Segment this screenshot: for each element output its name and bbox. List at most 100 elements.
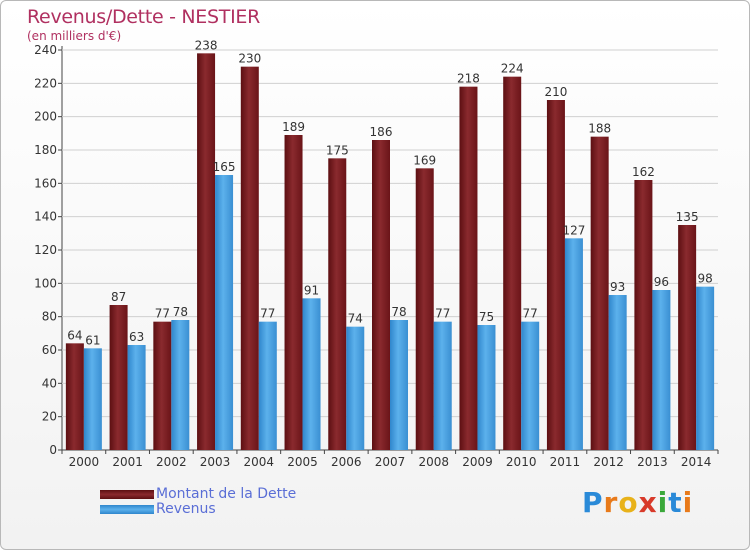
data-label: 165 xyxy=(213,160,236,174)
data-label: 77 xyxy=(260,307,275,321)
data-label: 238 xyxy=(195,38,218,52)
data-label: 127 xyxy=(562,223,585,237)
y-axis-ticks: 0 20 40 60 80 100 120 140 160 180 200 220 240 xyxy=(34,43,57,457)
bar-dette xyxy=(240,66,259,451)
x-tick-label: 2008 xyxy=(418,455,449,469)
data-label: 224 xyxy=(501,62,524,76)
data-label: 169 xyxy=(413,153,436,167)
logo-letter: i xyxy=(657,486,669,519)
data-label: 64 xyxy=(67,328,82,342)
data-label: 77 xyxy=(523,307,538,321)
logo-letter: P xyxy=(582,486,604,519)
legend-label-dette: Montant de la Dette xyxy=(156,486,297,502)
proxiti-logo: Proxiti xyxy=(582,486,693,519)
x-tick-label: 2006 xyxy=(331,455,362,469)
data-label: 74 xyxy=(348,312,363,326)
y-tick-label: 160 xyxy=(34,176,57,190)
bar-revenus xyxy=(477,325,496,450)
bar-dette xyxy=(197,53,216,450)
bar-revenus xyxy=(83,348,102,450)
bar-dette xyxy=(678,225,697,450)
data-label: 77 xyxy=(155,307,170,321)
logo-letter: i xyxy=(682,486,694,519)
data-label: 98 xyxy=(697,272,712,286)
bar-dette xyxy=(590,136,609,450)
bar-revenus xyxy=(433,321,452,450)
data-label: 91 xyxy=(304,283,319,297)
y-tick-label: 180 xyxy=(34,143,57,157)
y-tick-label: 20 xyxy=(42,410,57,424)
bar-dette xyxy=(634,180,653,450)
bar-revenus xyxy=(258,321,277,450)
data-label: 61 xyxy=(85,333,100,347)
chart-subtitle: (en milliers d'€) xyxy=(27,29,122,43)
data-label: 77 xyxy=(435,307,450,321)
data-label: 93 xyxy=(610,280,625,294)
x-tick-label: 2012 xyxy=(593,455,624,469)
logo-letter: o xyxy=(618,486,639,519)
x-tick-label: 2011 xyxy=(550,455,581,469)
bar-revenus xyxy=(390,320,408,450)
legend-item-revenus: Revenus xyxy=(100,501,216,517)
bar-revenus xyxy=(696,286,715,450)
data-label: 186 xyxy=(370,125,393,139)
bar-dette xyxy=(328,158,347,451)
bar-dette xyxy=(65,343,84,450)
x-tick-label: 2005 xyxy=(287,455,318,469)
data-label: 78 xyxy=(391,305,406,319)
y-tick-label: 120 xyxy=(34,243,57,257)
y-tick-label: 220 xyxy=(34,76,57,90)
bar-revenus xyxy=(302,298,321,450)
bar-revenus xyxy=(564,238,583,450)
x-tick-label: 2013 xyxy=(637,455,668,469)
bar-revenus xyxy=(215,175,234,450)
bar-revenus xyxy=(127,345,146,450)
y-tick-label: 200 xyxy=(34,110,57,124)
data-label: 210 xyxy=(544,85,567,99)
x-tick-label: 2007 xyxy=(375,455,406,469)
bar-revenus xyxy=(346,326,365,450)
legend-swatch-revenus xyxy=(100,504,154,514)
legend-swatch-dette xyxy=(100,489,154,499)
y-tick-label: 0 xyxy=(49,443,57,457)
bar-dette xyxy=(459,86,478,451)
data-label: 189 xyxy=(282,120,305,134)
x-tick-label: 2001 xyxy=(112,455,143,469)
bar-revenus xyxy=(521,321,540,450)
y-tick-label: 100 xyxy=(34,276,57,290)
logo-letter: r xyxy=(603,486,619,519)
x-tick-label: 2002 xyxy=(156,455,187,469)
x-axis-ticks: 2000 2001 2002 2003 2004 2005 2006 2007 2008 2009… xyxy=(61,450,719,469)
bar-dette xyxy=(503,76,522,451)
bar-revenus xyxy=(608,295,627,450)
logo-letter: t xyxy=(668,486,683,519)
legend-label-revenus: Revenus xyxy=(156,501,216,517)
data-label: 78 xyxy=(173,305,188,319)
bar-dette xyxy=(415,168,434,451)
x-tick-label: 2009 xyxy=(462,455,493,469)
data-label: 188 xyxy=(588,122,611,136)
logo-letter: x xyxy=(638,486,658,519)
bar-revenus xyxy=(171,320,190,450)
x-tick-label: 2010 xyxy=(506,455,537,469)
bar-dette xyxy=(372,140,390,450)
bar-dette xyxy=(546,100,565,450)
data-label: 96 xyxy=(654,275,669,289)
x-tick-label: 2003 xyxy=(200,455,231,469)
chart-title: Revenus/Dette - NESTIER xyxy=(27,6,260,28)
bar-dette xyxy=(153,321,172,450)
y-tick-label: 80 xyxy=(42,310,57,324)
bar-dette xyxy=(284,135,303,450)
y-tick-label: 60 xyxy=(42,343,57,357)
data-label: 75 xyxy=(479,310,494,324)
y-tick-label: 140 xyxy=(34,210,57,224)
data-label: 63 xyxy=(129,330,144,344)
x-tick-label: 2000 xyxy=(69,455,100,469)
data-label: 135 xyxy=(676,210,699,224)
bar-revenus xyxy=(652,290,671,450)
legend-item-dette: Montant de la Dette xyxy=(100,486,296,502)
x-tick-label: 2014 xyxy=(681,455,712,469)
data-label: 218 xyxy=(457,72,480,86)
